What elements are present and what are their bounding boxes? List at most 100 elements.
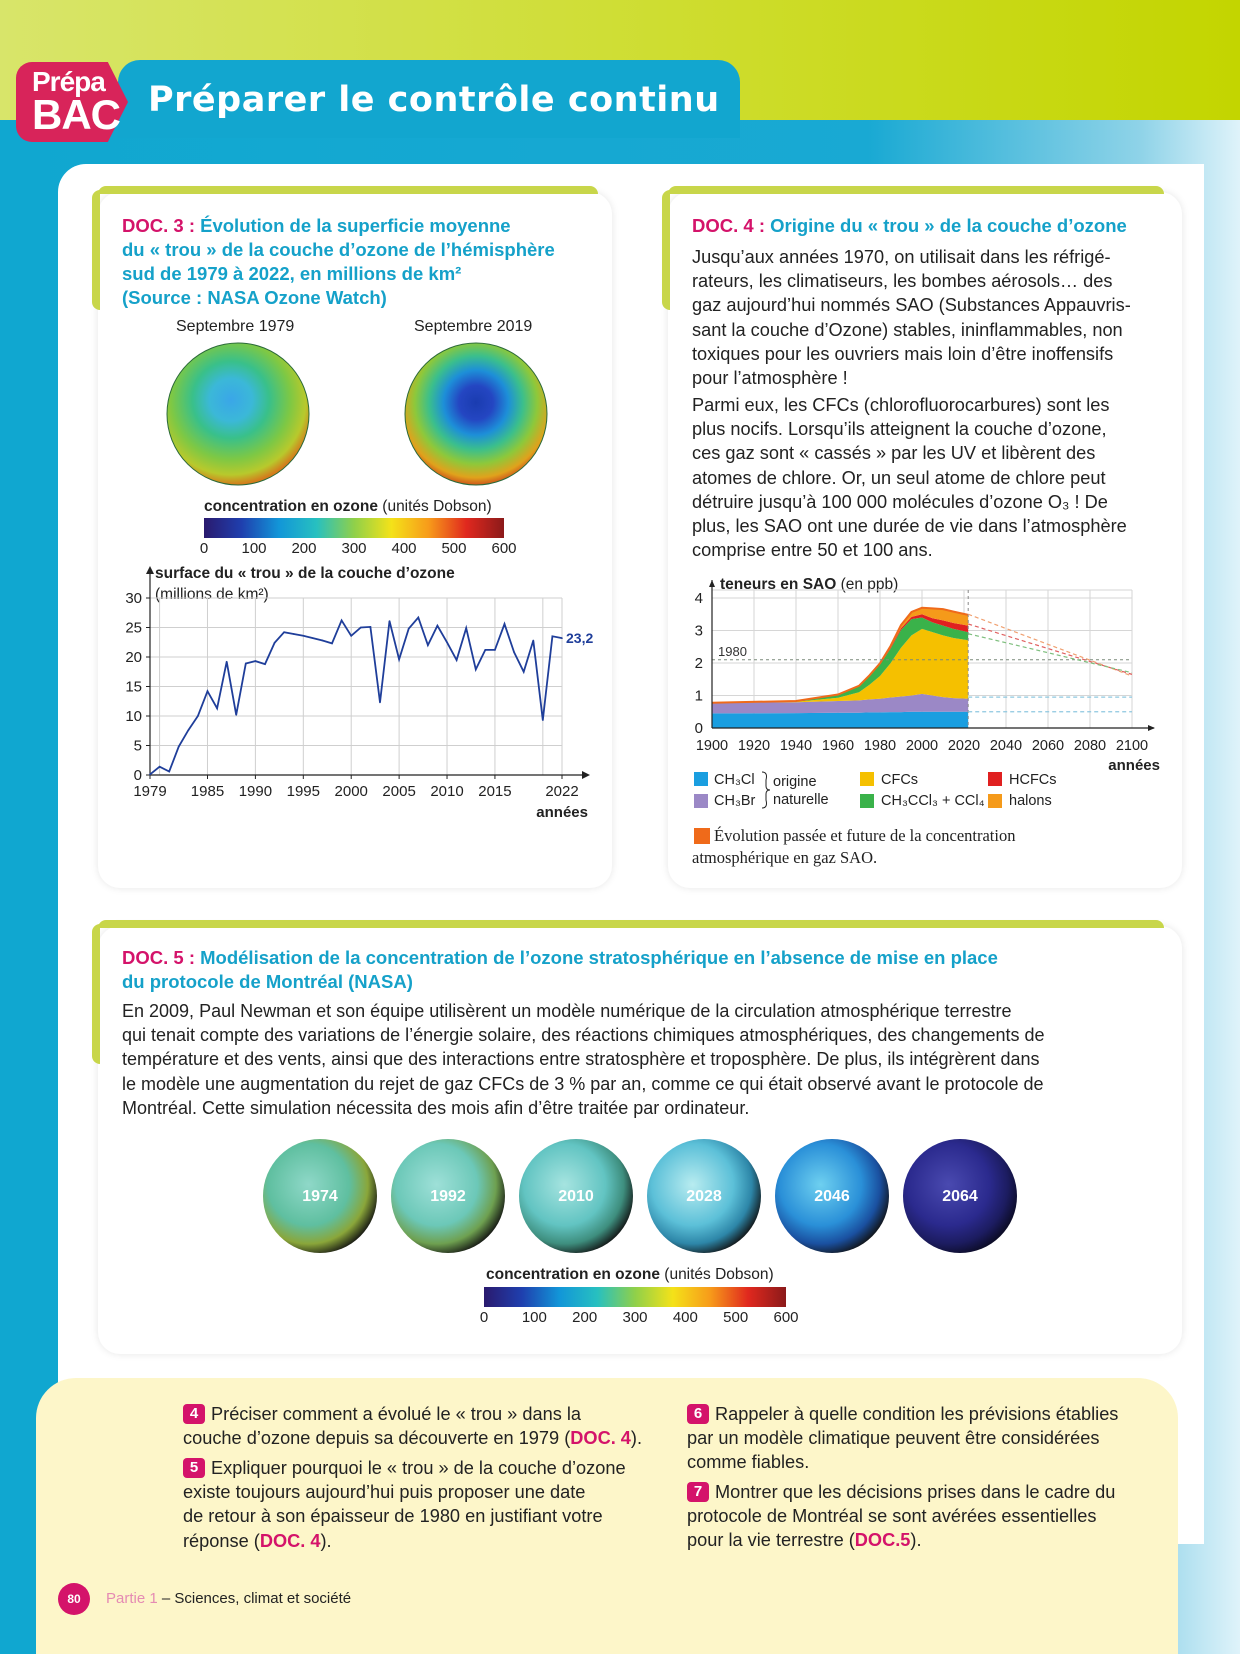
badge-bottom-text: BAC [32, 91, 121, 138]
x-tick-label: 2060 [1032, 738, 1064, 754]
doc4-paragraph-1: Jusqu’aux années 1970, on utilisait dans… [692, 245, 1158, 390]
ozone-hole-point [321, 639, 324, 642]
doc4-p1-line: sant la couche d’Ozone) stables, ininfla… [692, 319, 1123, 340]
legend-origin-2: naturelle [773, 792, 829, 808]
ozone-map-1979 [166, 342, 310, 486]
x-tick-label: 2040 [990, 738, 1022, 754]
globe-2046 [775, 1139, 889, 1253]
doc5-line: qui tenait compte des variations de l’én… [122, 1025, 1045, 1046]
doc3-scale-tick: 600 [491, 540, 517, 557]
y-tick-label: 3 [695, 623, 703, 640]
y-axis-arrow [146, 566, 154, 574]
x-tick-label: 1980 [864, 738, 896, 754]
question-4-line: couche d’ozone depuis sa découverte en 1… [183, 1428, 571, 1449]
x-tick-label: 2015 [478, 783, 511, 800]
question-4-ref: DOC. 4 [570, 1428, 631, 1449]
question-4-line: Préciser comment a évolué le « trou » da… [211, 1404, 582, 1424]
ozone-hole-point [225, 660, 228, 663]
doc3-scale-tick: 500 [441, 540, 467, 557]
legend-evolution-line-1: Évolution passée et future de la concent… [714, 826, 1016, 845]
doc5-line: En 2009, Paul Newman et son équipe utili… [122, 1001, 1012, 1021]
ref-1980-label: 1980 [718, 644, 747, 659]
ozone-hole-point [455, 659, 458, 661]
doc3-title-line-3: sud de 1979 à 2022, en millions de km² [122, 263, 462, 284]
y-tick-label: 0 [134, 767, 142, 784]
ozone-hole-point [484, 649, 487, 651]
doc5-color-scale [484, 1287, 786, 1307]
ozone-hole-line [149, 615, 563, 776]
x-tick-label: 2005 [382, 783, 415, 800]
doc4-p1-line: pour l’atmosphère ! [692, 368, 848, 389]
x-tick-label: 2010 [430, 783, 463, 800]
question-6: 6 Rappeler à quelle condition les prévisi… [687, 1402, 1157, 1475]
question-5: 5 Expliquer pourquoi le « trou » de la co… [183, 1456, 651, 1553]
y-axis-arrow [709, 580, 715, 587]
ozone-hole-point [302, 634, 305, 637]
x-tick-label: 2100 [1116, 738, 1148, 754]
legend-origin-1: origine [773, 774, 817, 790]
doc5-scale-tick: 0 [479, 1309, 489, 1326]
legend-evolution-line-2: atmosphérique en gaz SAO. [692, 848, 878, 867]
doc5-scale-title-unit: (unités Dobson) [664, 1266, 774, 1283]
question-6-number: 6 [687, 1404, 709, 1424]
legend-cfcs-swatch [860, 772, 874, 786]
sao-evolution-line [711, 606, 969, 704]
doc4-accent [668, 186, 1164, 194]
title-tab [118, 60, 740, 138]
doc4-p2-line: atomes de chlore. Or, un seul atome de c… [692, 467, 1106, 488]
doc5-line: température et des vents, ainsi que des … [122, 1049, 1040, 1070]
doc3-scale-tick: 200 [291, 540, 317, 557]
y-tick-label: 15 [125, 679, 142, 696]
ozone-hole-point [561, 637, 563, 639]
globe-1992 [391, 1139, 505, 1253]
doc5-scale-tick: 500 [723, 1309, 749, 1326]
ozone-map-2019 [404, 342, 548, 486]
sao-area-ch3br [712, 693, 969, 714]
map-label-1979: Septembre 1979 [176, 318, 295, 335]
map-label-2019: Septembre 2019 [414, 318, 533, 335]
doc4-p2-line: ces gaz sont « cassés » par les UV et li… [692, 443, 1096, 464]
doc5-accent-left [92, 924, 100, 1064]
question-6-line: Rappeler à quelle condition les prévisio… [715, 1404, 1119, 1424]
ozone-hole-point [292, 633, 295, 635]
globe-2064 [903, 1139, 1017, 1253]
ozone-hole-chart-title: surface du « trou » de la couche d’ozone [155, 565, 455, 582]
question-4: 4 Préciser comment a évolué le « trou » d… [183, 1402, 651, 1450]
ozone-hole-point [187, 729, 190, 731]
doc5-accent [98, 920, 1164, 928]
doc5-title-line-2: du protocole de Montréal (NASA) [122, 971, 413, 992]
globe-label-2010: 2010 [558, 1188, 594, 1205]
doc3-accent-left [92, 190, 100, 310]
sao-area-halons [712, 607, 969, 703]
ozone-hole-point [254, 660, 257, 662]
doc5-line: Montréal. Cette simulation nécessita des… [122, 1097, 750, 1118]
globe-label-2064: 2064 [942, 1188, 978, 1205]
badge-top-text: Prépa [32, 66, 106, 97]
globe-2028 [647, 1139, 761, 1253]
question-5-number: 5 [183, 1458, 205, 1478]
doc3-title-line-2: du « trou » de la couche d’ozone de l’hé… [122, 239, 555, 260]
questions-box [36, 1378, 1178, 1654]
sao-area-hcfcs [712, 614, 969, 703]
ozone-hole-point [197, 715, 199, 717]
legend-ch3br: CH₃Br [714, 793, 756, 809]
doc5-scale-tick: 100 [521, 1309, 547, 1326]
x-tick-label: 1920 [738, 738, 770, 754]
x-tick-label: 2000 [335, 783, 368, 800]
doc4-p1-line: rateurs, les climatiseurs, les bombes aé… [692, 271, 1113, 292]
ozone-hole-point [340, 619, 343, 622]
ozone-hole-point [350, 634, 353, 637]
legend-evolution-swatch [694, 828, 710, 844]
doc5-heading: DOC. 5 : Modélisation de la concentratio… [122, 946, 1172, 994]
ozone-maps [166, 342, 548, 486]
legend-ch3br-swatch [694, 794, 708, 808]
question-4-number: 4 [183, 1404, 205, 1424]
question-5-line: Expliquer pourquoi le « trou » de la cou… [211, 1458, 626, 1478]
question-5-ref: DOC. 4 [259, 1530, 321, 1551]
globe-2010 [519, 1139, 633, 1253]
ozone-hole-point [388, 620, 391, 622]
footer-part: Partie 1 [106, 1590, 158, 1607]
legend-ch3ccl3: CH₃CCl₃ + CCl₄ [881, 793, 985, 809]
doc5-scale-tick: 200 [572, 1309, 598, 1326]
x-tick-label: 2000 [906, 738, 938, 754]
